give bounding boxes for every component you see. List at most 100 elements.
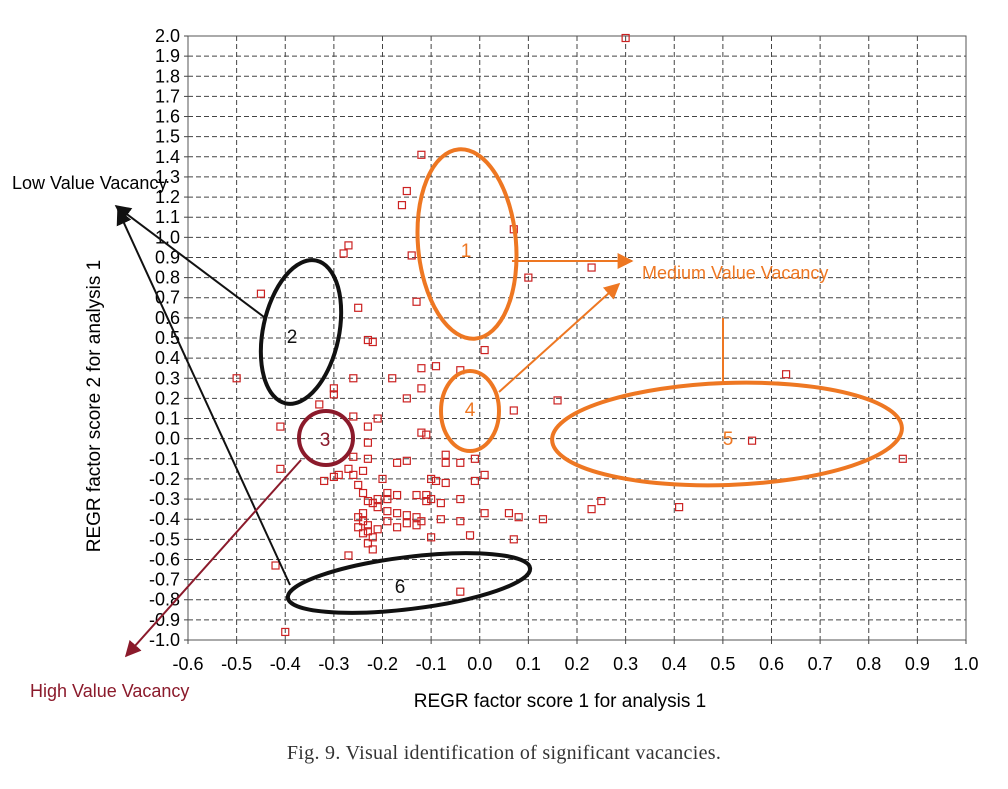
data-point	[456, 517, 465, 526]
y-axis-label: REGR factor score 2 for analysis 1	[84, 260, 105, 553]
x-tick-label: 0.2	[564, 654, 589, 674]
data-point	[358, 466, 368, 475]
y-tick-label: -0.9	[149, 610, 180, 630]
data-point	[363, 539, 373, 548]
x-tick-label: -0.1	[416, 654, 447, 674]
x-tick-label: 0.6	[759, 654, 784, 674]
y-tick-label: -0.1	[149, 449, 180, 469]
y-tick-label: -0.2	[149, 469, 180, 489]
x-tick-label: -0.6	[172, 654, 203, 674]
data-point	[363, 496, 373, 506]
y-tick-label: 0.2	[155, 388, 180, 408]
data-point	[402, 456, 411, 465]
data-point	[417, 364, 426, 373]
medium-value-arrows	[498, 253, 724, 393]
data-point	[349, 452, 358, 461]
y-tick-label: 1.9	[155, 46, 180, 66]
data-point	[480, 470, 489, 480]
y-tick-label: 0.4	[155, 348, 180, 368]
data-point	[470, 454, 479, 463]
data-point	[373, 503, 382, 512]
data-point	[329, 390, 338, 399]
data-point	[621, 33, 630, 43]
y-tick-label: 1.3	[155, 167, 180, 187]
data-point	[383, 488, 392, 498]
data-point	[422, 496, 431, 506]
arrow-region-3-to-high	[124, 459, 302, 658]
x-tick-label: 0.7	[808, 654, 833, 674]
data-point	[363, 521, 373, 530]
data-point	[271, 561, 280, 570]
data-point	[397, 201, 407, 210]
data-point	[587, 505, 596, 514]
data-point	[597, 496, 606, 506]
region-3-label: 3	[320, 430, 331, 451]
data-points	[232, 33, 907, 637]
high-value-arrows	[124, 459, 302, 658]
region-1-label: 1	[461, 241, 472, 262]
figure-caption: Fig. 9. Visual identification of signifi…	[286, 742, 722, 764]
arrow-region-6-to-low	[116, 208, 291, 586]
data-point	[587, 263, 596, 272]
data-point	[480, 509, 489, 518]
data-point	[276, 422, 285, 431]
data-point	[509, 535, 518, 544]
x-tick-label: 0.5	[710, 654, 735, 674]
data-point	[524, 273, 533, 282]
y-tick-label: -0.6	[149, 549, 180, 569]
data-point	[358, 529, 368, 538]
data-point	[256, 289, 266, 298]
data-point	[898, 454, 907, 463]
data-point	[373, 525, 382, 534]
y-tick-label: 0.0	[155, 429, 180, 449]
data-point	[465, 531, 475, 540]
y-tick-label: 0.8	[155, 268, 180, 288]
data-point	[276, 464, 285, 473]
data-point	[456, 587, 465, 596]
data-point	[412, 521, 421, 530]
data-point	[363, 335, 373, 345]
y-tick-label: 1.7	[155, 86, 180, 106]
data-point	[480, 345, 489, 355]
data-point	[344, 241, 353, 250]
data-point	[363, 527, 373, 536]
data-point	[334, 470, 343, 480]
gridlines	[188, 36, 966, 640]
data-point	[383, 507, 392, 516]
region-4-label: 4	[465, 400, 476, 421]
x-axis-ticks: -0.6 -0.5 -0.4 -0.3 -0.2 -0.1 0.0 0.1 0.2 0.3 0.4 0…	[172, 640, 979, 674]
data-point	[427, 533, 436, 542]
region-1: 1	[415, 147, 519, 341]
data-point	[373, 414, 382, 423]
data-point	[431, 362, 441, 371]
data-point	[412, 297, 421, 306]
data-point	[315, 400, 324, 409]
medium-value-vacancy-label: Medium Value Vacancy	[642, 263, 828, 283]
region-4: 4	[439, 369, 501, 453]
data-point	[402, 394, 411, 403]
x-tick-label: -0.5	[221, 654, 252, 674]
y-tick-label: -1.0	[149, 630, 180, 650]
y-tick-label: -0.3	[149, 489, 180, 509]
data-point	[402, 519, 411, 528]
data-point	[747, 436, 757, 445]
data-point	[422, 430, 431, 439]
x-axis-label: REGR factor score 1 for analysis 1	[414, 691, 707, 712]
data-point	[344, 551, 353, 560]
y-tick-label: 1.0	[155, 227, 180, 247]
data-point	[417, 428, 426, 437]
data-point	[504, 509, 514, 518]
y-tick-label: 2.0	[155, 26, 180, 46]
data-point	[470, 476, 479, 486]
data-point	[378, 474, 387, 484]
data-point	[339, 249, 348, 258]
data-point	[281, 627, 290, 637]
y-tick-label: 1.2	[155, 187, 180, 207]
data-point	[436, 515, 445, 524]
arrow-region-2-to-low	[114, 205, 265, 318]
data-point	[383, 494, 392, 504]
data-point	[392, 509, 402, 518]
y-tick-label: 1.6	[155, 107, 180, 127]
data-point	[441, 458, 450, 467]
